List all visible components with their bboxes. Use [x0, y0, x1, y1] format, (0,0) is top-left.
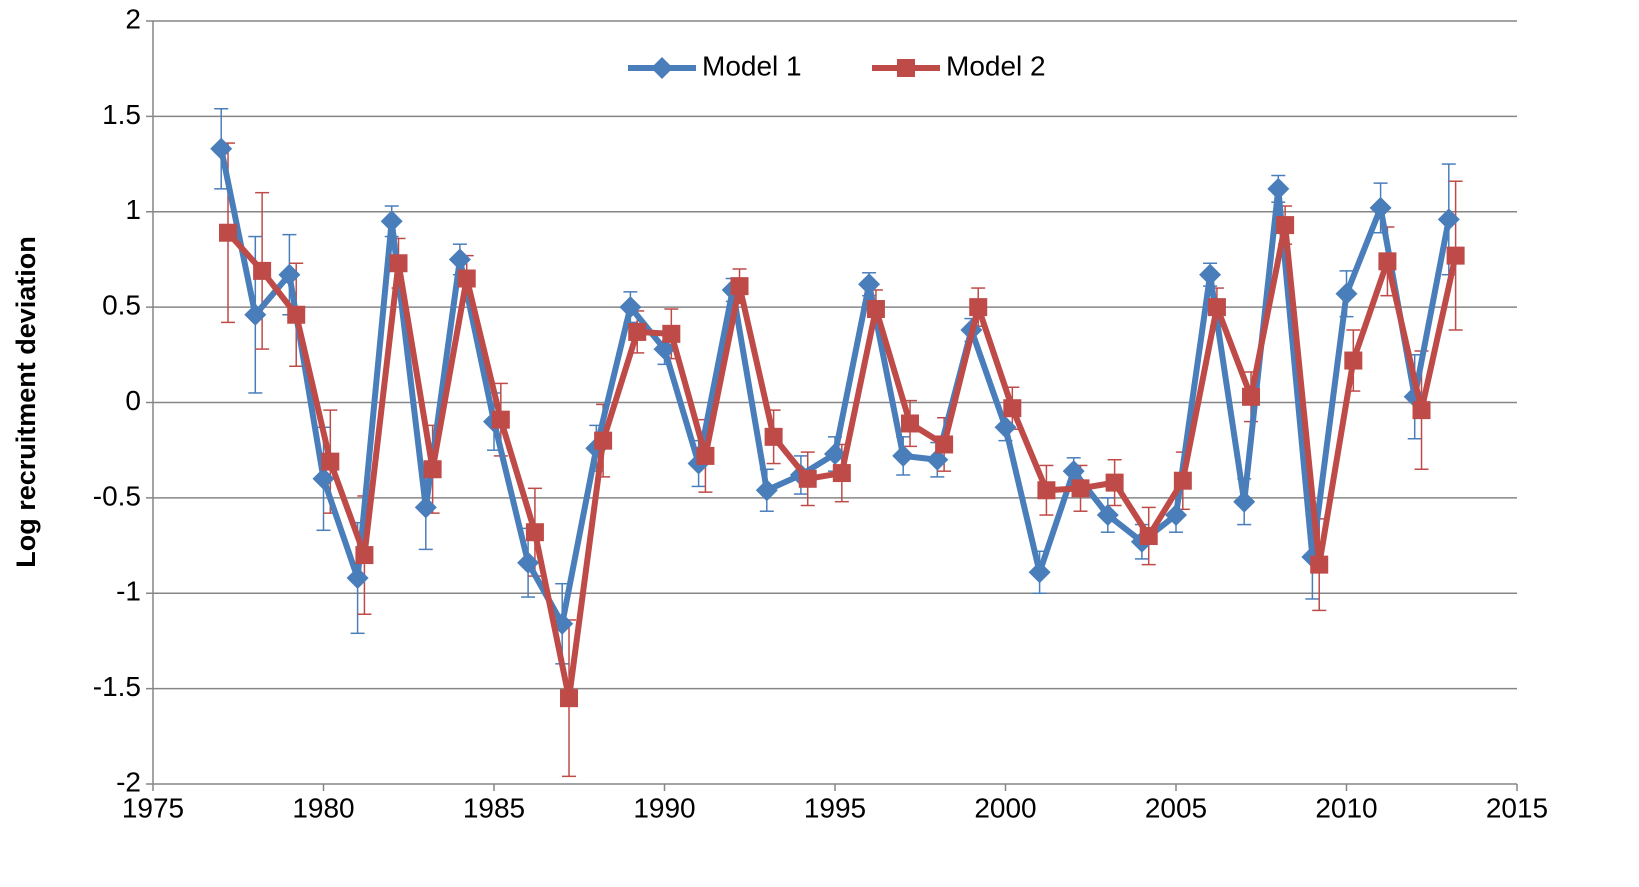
series-line — [218, 148, 1452, 627]
marker — [1335, 282, 1358, 305]
y-tick-label: -0.5 — [93, 480, 141, 511]
marker — [346, 566, 369, 589]
marker — [1310, 555, 1329, 574]
marker — [858, 273, 881, 296]
marker — [755, 479, 778, 502]
marker — [253, 261, 272, 280]
y-tick-label: -1.5 — [93, 671, 141, 702]
marker — [1139, 527, 1158, 546]
marker — [423, 460, 442, 479]
marker — [1062, 460, 1085, 483]
marker — [278, 263, 301, 286]
marker — [1037, 481, 1056, 500]
x-tick-label: 1985 — [463, 792, 525, 823]
x-tick-label: 2005 — [1145, 792, 1207, 823]
marker — [1344, 351, 1363, 370]
marker — [1165, 504, 1187, 527]
marker — [414, 496, 437, 519]
marker — [287, 305, 306, 324]
marker — [696, 446, 715, 465]
marker — [525, 523, 544, 542]
y-axis-label: Log recruitment deviation — [11, 236, 41, 568]
marker — [321, 452, 340, 471]
marker — [628, 322, 647, 341]
x-tick-label: 1990 — [633, 792, 695, 823]
y-tick-label: -1 — [116, 576, 141, 607]
marker — [210, 137, 233, 160]
marker — [832, 464, 851, 483]
marker — [1446, 246, 1465, 265]
marker — [619, 296, 642, 319]
x-tick-label: 1980 — [292, 792, 354, 823]
marker — [866, 300, 885, 319]
marker — [1173, 471, 1192, 490]
y-tick-label: 1.5 — [102, 99, 141, 130]
marker — [355, 546, 374, 565]
marker — [1233, 490, 1256, 513]
legend-label: Model 2 — [946, 50, 1046, 81]
marker — [1207, 298, 1226, 317]
marker — [926, 448, 949, 471]
marker — [1412, 401, 1431, 420]
marker — [798, 469, 817, 488]
marker — [653, 338, 676, 361]
marker — [897, 59, 915, 77]
marker — [1437, 208, 1460, 231]
marker — [219, 223, 238, 242]
marker — [824, 443, 846, 466]
marker — [1267, 177, 1290, 200]
x-tick-label: 1995 — [804, 792, 866, 823]
marker — [1096, 504, 1119, 527]
x-tick-label: 2015 — [1486, 792, 1548, 823]
marker — [1199, 263, 1222, 286]
x-tick-label: 2000 — [974, 792, 1036, 823]
marker — [380, 210, 403, 233]
y-tick-label: 0.5 — [102, 290, 141, 321]
marker — [448, 248, 471, 271]
x-tick-label: 1975 — [122, 792, 184, 823]
marker — [244, 303, 267, 326]
marker — [312, 467, 335, 490]
marker — [730, 277, 749, 296]
marker — [1003, 399, 1022, 418]
marker — [1028, 561, 1051, 584]
series-line — [225, 222, 1459, 702]
marker — [935, 435, 954, 454]
marker — [1276, 216, 1295, 235]
marker — [1071, 479, 1090, 498]
y-tick-label: 1 — [125, 194, 141, 225]
marker — [560, 689, 579, 708]
marker — [457, 269, 476, 288]
marker — [1378, 252, 1397, 271]
marker — [901, 414, 920, 433]
x-tick-label: 2010 — [1315, 792, 1377, 823]
marker — [1369, 196, 1392, 219]
marker — [389, 254, 408, 273]
marker — [969, 298, 988, 317]
marker — [491, 410, 510, 429]
marker — [892, 444, 915, 467]
marker — [594, 431, 613, 450]
marker — [662, 324, 681, 343]
marker — [764, 427, 783, 446]
marker — [517, 551, 540, 574]
marker — [651, 57, 673, 79]
marker — [1105, 473, 1124, 492]
marker — [1242, 387, 1261, 406]
legend-label: Model 1 — [702, 50, 802, 81]
y-tick-label: 2 — [125, 3, 141, 34]
y-tick-label: 0 — [125, 385, 141, 416]
y-tick-label: -2 — [116, 766, 141, 797]
marker — [994, 416, 1017, 439]
